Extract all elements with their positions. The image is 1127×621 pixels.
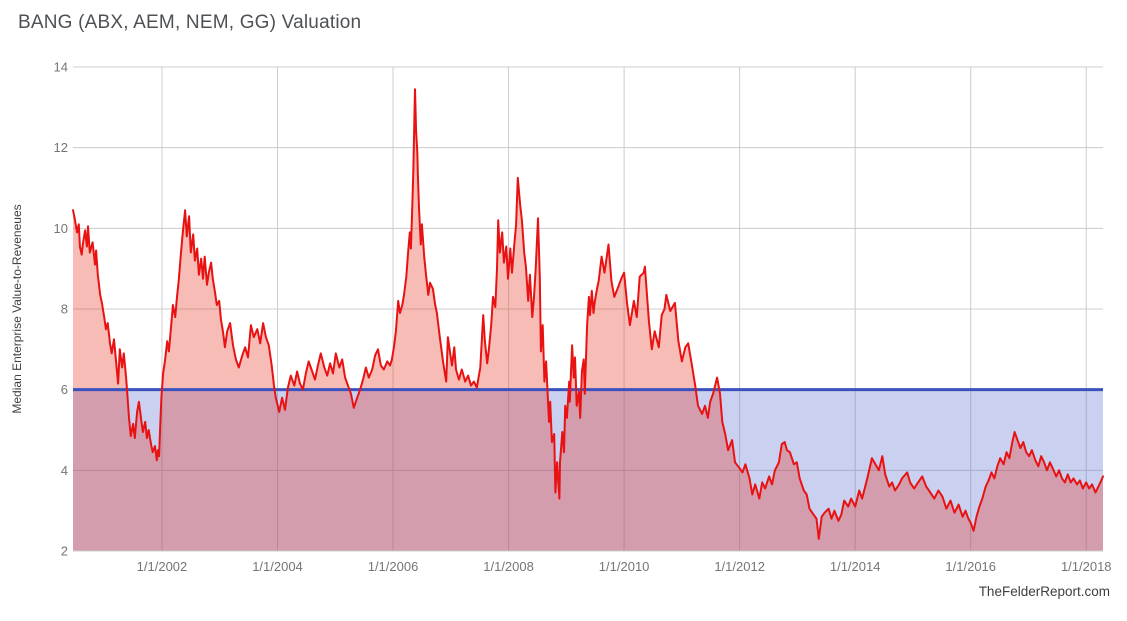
x-tick-label: 1/1/2016: [945, 559, 996, 574]
x-tick-label: 1/1/2014: [830, 559, 881, 574]
x-tick-label: 1/1/2012: [714, 559, 765, 574]
series-line: [72, 88, 1104, 540]
x-tick-label: 1/1/2018: [1061, 559, 1112, 574]
threshold-area-fill: [73, 389, 1103, 551]
x-tick-label: 1/1/2006: [368, 559, 419, 574]
y-tick-label: 10: [54, 221, 68, 236]
x-tick-label: 1/1/2010: [599, 559, 650, 574]
y-tick-label: 4: [61, 463, 68, 478]
source-credit: TheFelderReport.com: [978, 584, 1110, 599]
x-tick-label: 1/1/2008: [483, 559, 534, 574]
x-tick-label: 1/1/2004: [252, 559, 303, 574]
axis-tick-labels: 2 4 6 8 10 12 14 1/1/2002 1/1/2004 1/1/2006 1/1/20…: [54, 60, 1112, 575]
x-tick-label: 1/1/2002: [137, 559, 188, 574]
y-tick-label: 2: [61, 544, 68, 559]
y-tick-label: 6: [61, 382, 68, 397]
y-axis-title: Median Enterprise Value-to-Reveneues: [10, 204, 24, 413]
series-lines: [72, 88, 1104, 552]
y-tick-label: 12: [54, 140, 68, 155]
y-tick-label: 8: [61, 302, 68, 317]
y-tick-label: 14: [54, 60, 68, 75]
chart-title: BANG (ABX, AEM, NEM, GG) Valuation: [18, 12, 362, 33]
